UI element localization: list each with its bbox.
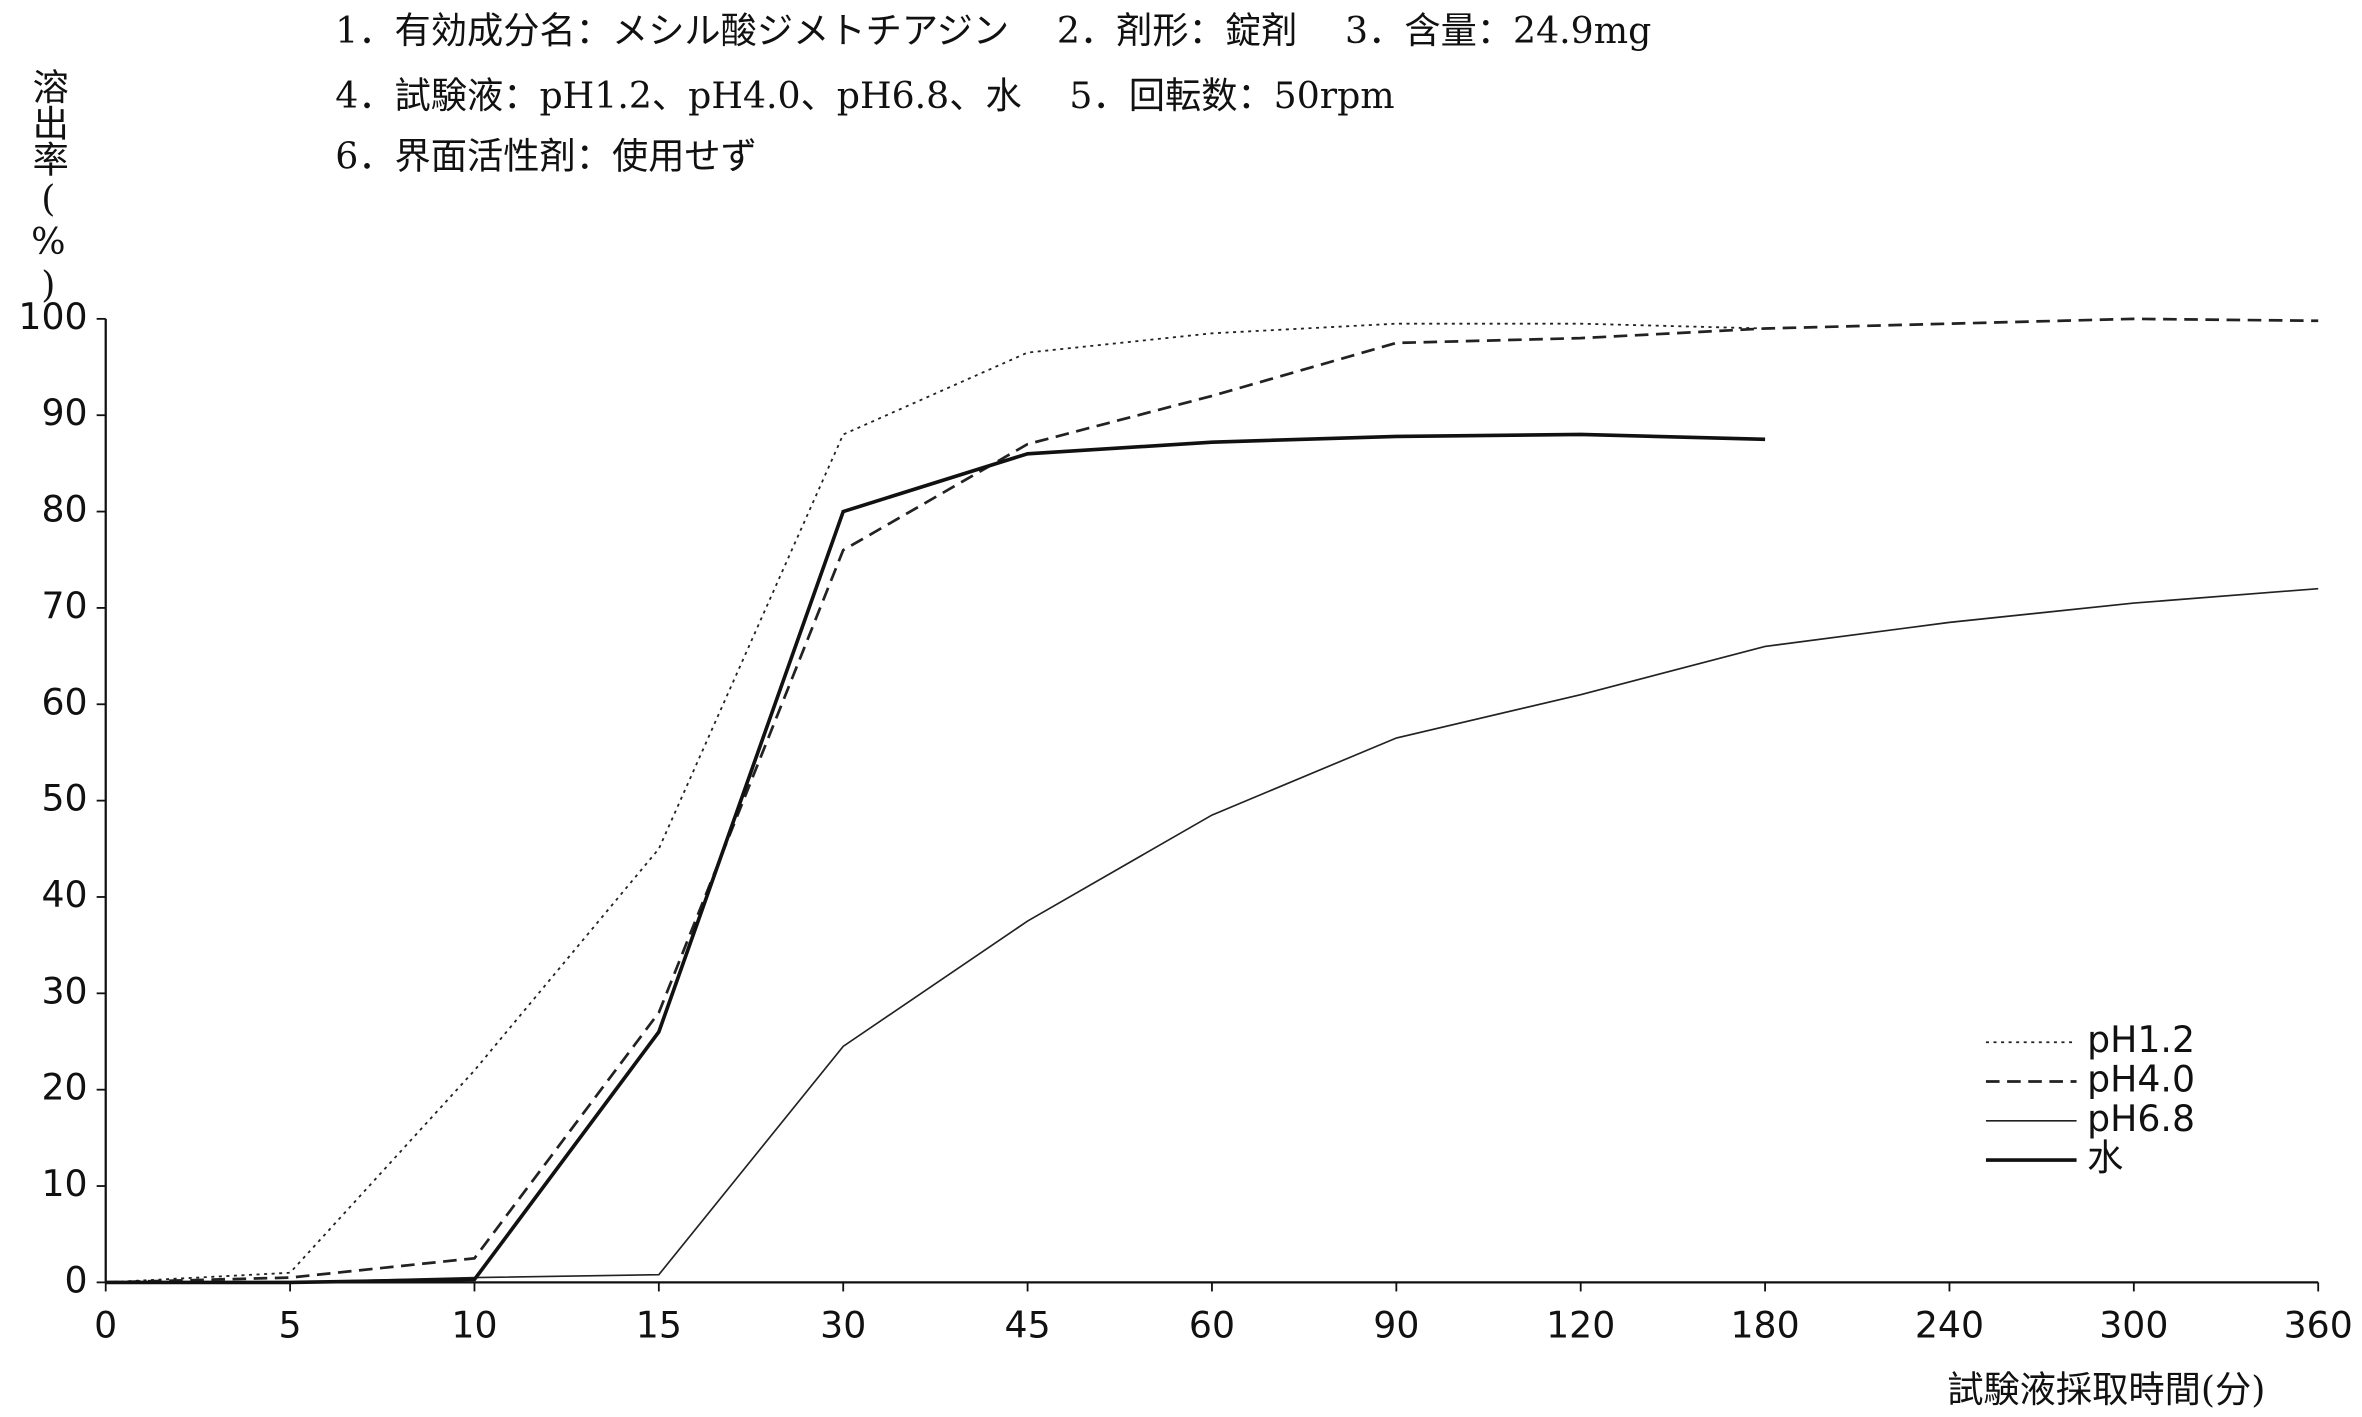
legend-label: 水	[2087, 1136, 2123, 1179]
x-tick-label: 45	[1005, 1304, 1051, 1347]
y-axis-label: 溶出率(%)	[27, 68, 70, 306]
x-tick-label: 5	[279, 1304, 302, 1347]
x-tick-label: 10	[451, 1304, 497, 1347]
x-tick-label: 60	[1189, 1304, 1235, 1347]
x-tick-label: 90	[1373, 1304, 1419, 1347]
series-line	[105, 432, 1766, 1285]
y-tick-label: 80	[41, 488, 87, 531]
legend-label: pH4.0	[2087, 1058, 2195, 1101]
x-tick-label: 120	[1546, 1304, 1615, 1347]
y-tick-label: 90	[41, 391, 87, 434]
x-tick-label: 300	[2099, 1304, 2168, 1347]
series-line	[105, 587, 2319, 1284]
legend-label: pH1.2	[2087, 1018, 2195, 1061]
y-tick-label: 100	[18, 295, 87, 338]
y-tick-label: 60	[41, 680, 87, 723]
header-line: 6．界面活性剤：使用せず	[335, 134, 757, 177]
x-tick-label: 240	[1915, 1304, 1984, 1347]
y-tick-label: 30	[41, 969, 87, 1012]
series-line	[105, 322, 1766, 1284]
y-tick-label: 0	[65, 1258, 88, 1301]
y-tick-label: 50	[41, 777, 87, 820]
legend-label: pH6.8	[2087, 1097, 2195, 1140]
series-line	[105, 317, 2319, 1284]
y-tick-label: 70	[41, 584, 87, 627]
header-line: 1．有効成分名：メシル酸ジメトチアジン 2．剤形：錠剤 3．含量：24.9mg	[335, 9, 1651, 52]
y-tick-label: 40	[41, 873, 87, 916]
x-tick-label: 360	[2284, 1304, 2353, 1347]
x-tick-label: 30	[820, 1304, 866, 1347]
header-line: 4．試験液：pH1.2、pH4.0、pH6.8、水 5．回転数：50rpm	[335, 74, 1394, 117]
x-tick-label: 0	[94, 1304, 117, 1347]
x-tick-label: 180	[1730, 1304, 1799, 1347]
y-tick-label: 10	[41, 1162, 87, 1205]
x-axis-label: 試験液採取時間(分)	[1947, 1368, 2265, 1411]
y-tick-label: 20	[41, 1066, 87, 1109]
x-tick-label: 15	[636, 1304, 682, 1347]
